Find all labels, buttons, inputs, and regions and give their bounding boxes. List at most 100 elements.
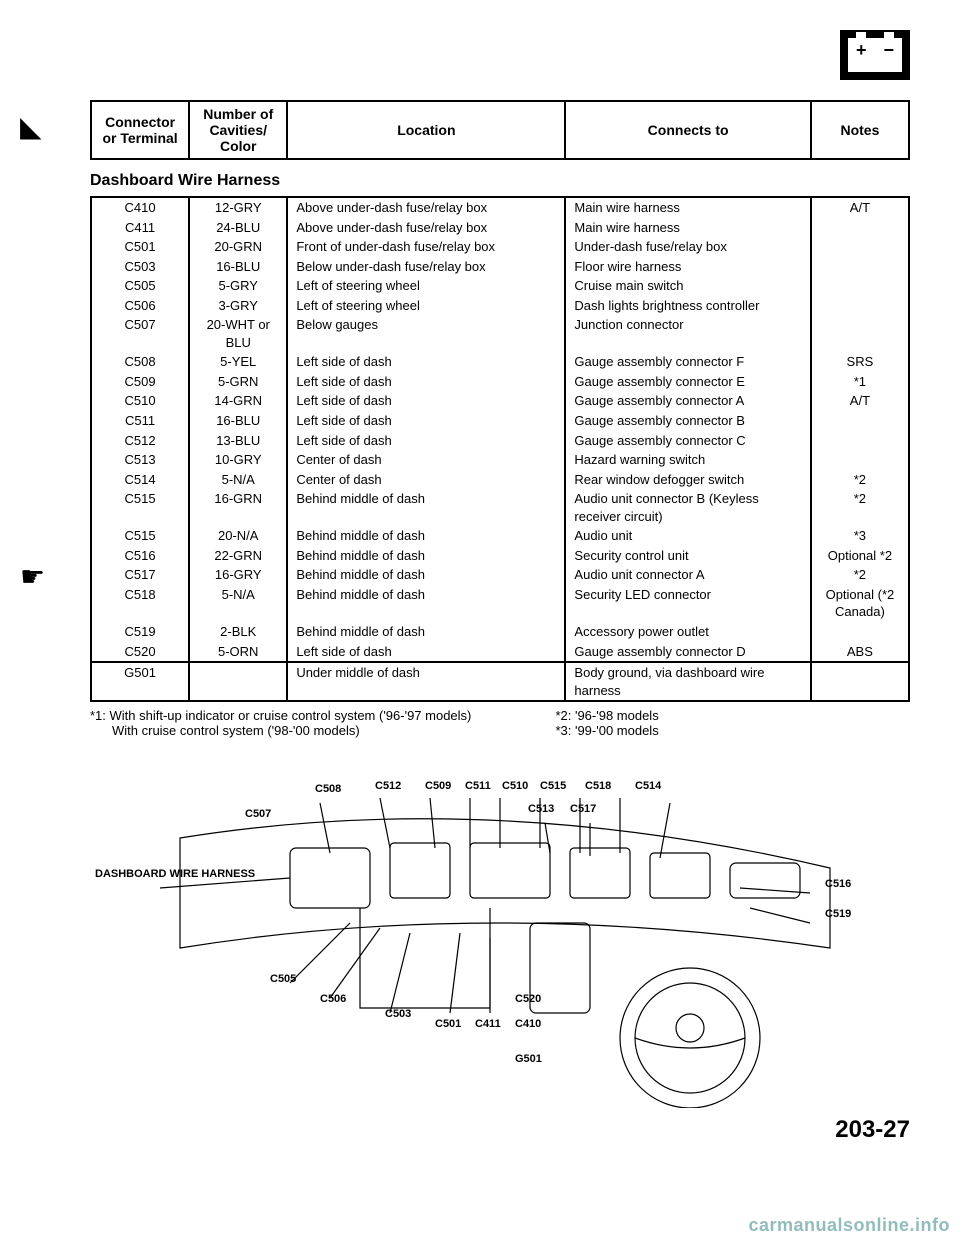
cell-cavities: 13-BLU (189, 431, 287, 451)
table-row: C41124-BLUAbove under-dash fuse/relay bo… (91, 218, 909, 238)
label-c501: C501 (435, 1018, 461, 1030)
cell-connects: Dash lights brightness controller (565, 296, 810, 316)
label-c508: C508 (315, 783, 341, 795)
cell-cavities: 22-GRN (189, 546, 287, 566)
cell-cavities: 3-GRY (189, 296, 287, 316)
cell-notes: ABS (811, 642, 909, 663)
cell-cavities: 16-GRY (189, 565, 287, 585)
table-row: C50316-BLUBelow under-dash fuse/relay bo… (91, 257, 909, 277)
cell-connector: C505 (91, 276, 189, 296)
cell-connects: Gauge assembly connector E (565, 372, 810, 392)
cell-connector: G501 (91, 662, 189, 701)
cell-cavities (189, 662, 287, 701)
cell-connects: Gauge assembly connector D (565, 642, 810, 663)
cell-connector: C515 (91, 526, 189, 546)
cell-notes (811, 257, 909, 277)
cell-connects: Audio unit connector B (Keyless receiver… (565, 489, 810, 526)
cell-connects: Rear window defogger switch (565, 470, 810, 490)
table-row: C5145-N/ACenter of dashRear window defog… (91, 470, 909, 490)
cell-notes (811, 450, 909, 470)
cell-location: Left of steering wheel (287, 296, 565, 316)
watermark: carmanualsonline.info (748, 1215, 950, 1236)
cell-location: Left side of dash (287, 431, 565, 451)
table-row: C51716-GRYBehind middle of dashAudio uni… (91, 565, 909, 585)
cell-notes: *1 (811, 372, 909, 392)
col-notes: Notes (811, 101, 909, 159)
cell-location: Below gauges (287, 315, 565, 352)
cell-connector: C512 (91, 431, 189, 451)
cell-connector: C516 (91, 546, 189, 566)
table-row: C41012-GRYAbove under-dash fuse/relay bo… (91, 197, 909, 218)
cell-location: Under middle of dash (287, 662, 565, 701)
cell-notes (811, 296, 909, 316)
cell-connector: C507 (91, 315, 189, 352)
cell-connects: Audio unit connector A (565, 565, 810, 585)
cell-location: Left of steering wheel (287, 276, 565, 296)
label-c511: C511 (465, 780, 491, 792)
cell-cavities: 14-GRN (189, 391, 287, 411)
cell-notes: *2 (811, 565, 909, 585)
label-c520: C520 (515, 993, 541, 1005)
cell-location: Center of dash (287, 450, 565, 470)
cell-notes (811, 411, 909, 431)
cell-location: Above under-dash fuse/relay box (287, 197, 565, 218)
table-row: C51014-GRNLeft side of dashGauge assembl… (91, 391, 909, 411)
table-row: C51213-BLULeft side of dashGauge assembl… (91, 431, 909, 451)
footnotes: *1: With shift-up indicator or cruise co… (90, 708, 910, 738)
cell-notes (811, 276, 909, 296)
cell-location: Behind middle of dash (287, 526, 565, 546)
label-c510: C510 (502, 780, 528, 792)
cell-location: Left side of dash (287, 411, 565, 431)
dashboard-diagram: DASHBOARD WIRE HARNESS C507 C508 C512 C5… (90, 748, 910, 1108)
header-table: Connector or Terminal Number of Cavities… (90, 100, 910, 160)
cell-location: Front of under-dash fuse/relay box (287, 237, 565, 257)
cell-connects: Gauge assembly connector F (565, 352, 810, 372)
cell-location: Left side of dash (287, 372, 565, 392)
label-harness: DASHBOARD WIRE HARNESS (95, 868, 205, 880)
cell-location: Behind middle of dash (287, 565, 565, 585)
cell-cavities: 20-N/A (189, 526, 287, 546)
table-row: C51516-GRNBehind middle of dashAudio uni… (91, 489, 909, 526)
label-c516: C516 (825, 878, 851, 890)
table-row: C51116-BLULeft side of dashGauge assembl… (91, 411, 909, 431)
cell-cavities: 5-N/A (189, 470, 287, 490)
cell-cavities: 5-GRY (189, 276, 287, 296)
cell-connector: C515 (91, 489, 189, 526)
table-row: C5205-ORNLeft side of dashGauge assembly… (91, 642, 909, 663)
label-c512: C512 (375, 780, 401, 792)
label-c517: C517 (570, 803, 596, 815)
footnote-1b: With cruise control system ('98-'00 mode… (90, 723, 515, 738)
label-c506: C506 (320, 993, 346, 1005)
footnote-1a: *1: With shift-up indicator or cruise co… (90, 708, 515, 723)
data-table: C41012-GRYAbove under-dash fuse/relay bo… (90, 196, 910, 702)
cell-connects: Body ground, via dashboard wire harness (565, 662, 810, 701)
cell-cavities: 12-GRY (189, 197, 287, 218)
label-c505: C505 (270, 973, 296, 985)
cell-location: Behind middle of dash (287, 489, 565, 526)
cell-connector: C514 (91, 470, 189, 490)
cell-connector: C520 (91, 642, 189, 663)
cell-connects: Accessory power outlet (565, 622, 810, 642)
cell-location: Above under-dash fuse/relay box (287, 218, 565, 238)
cell-cavities: 5-ORN (189, 642, 287, 663)
battery-icon: + − (840, 30, 910, 80)
label-c503: C503 (385, 1008, 411, 1020)
margin-arrow-icon: ◣ (20, 110, 42, 143)
margin-hand-icon: ☛ (20, 560, 45, 593)
cell-connector: C518 (91, 585, 189, 622)
cell-connects: Gauge assembly connector B (565, 411, 810, 431)
cell-notes (811, 431, 909, 451)
table-row-ground: G501 Under middle of dashBody ground, via… (91, 662, 909, 701)
col-cavities: Number of Cavities/ Color (189, 101, 287, 159)
table-row: C5063-GRYLeft of steering wheelDash ligh… (91, 296, 909, 316)
cell-cavities: 5-YEL (189, 352, 287, 372)
cell-location: Behind middle of dash (287, 585, 565, 622)
cell-connects: Audio unit (565, 526, 810, 546)
table-row: C50720-WHT or BLUBelow gaugesJunction co… (91, 315, 909, 352)
cell-cavities: 20-GRN (189, 237, 287, 257)
label-c507: C507 (245, 808, 271, 820)
cell-cavities: 16-GRN (189, 489, 287, 526)
table-row: C50120-GRNFront of under-dash fuse/relay… (91, 237, 909, 257)
section-title: Dashboard Wire Harness (90, 172, 910, 190)
col-connector: Connector or Terminal (91, 101, 189, 159)
